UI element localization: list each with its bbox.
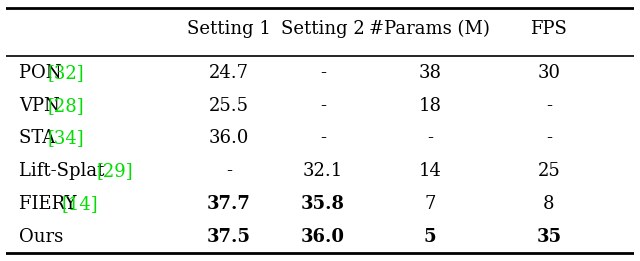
Text: -: -	[320, 129, 326, 147]
Text: 24.7: 24.7	[209, 64, 249, 82]
Text: STA: STA	[19, 129, 61, 147]
Text: 36.0: 36.0	[301, 228, 345, 246]
Text: Setting 2: Setting 2	[281, 20, 365, 38]
Text: [32]: [32]	[47, 64, 84, 82]
Text: 32.1: 32.1	[303, 162, 343, 180]
Text: 35: 35	[536, 228, 561, 246]
Text: FIERY: FIERY	[19, 195, 82, 213]
Text: 8: 8	[543, 195, 555, 213]
Text: VPN: VPN	[19, 97, 65, 115]
Text: #Params (M): #Params (M)	[369, 20, 490, 38]
Text: FPS: FPS	[531, 20, 568, 38]
Text: [29]: [29]	[96, 162, 133, 180]
Text: 30: 30	[538, 64, 561, 82]
Text: 5: 5	[424, 228, 436, 246]
Text: 37.5: 37.5	[207, 228, 251, 246]
Text: Setting 1: Setting 1	[187, 20, 271, 38]
Text: -: -	[320, 64, 326, 82]
Text: -: -	[320, 97, 326, 115]
Text: 37.7: 37.7	[207, 195, 251, 213]
Text: 25: 25	[538, 162, 560, 180]
Text: 38: 38	[419, 64, 441, 82]
Text: 36.0: 36.0	[209, 129, 249, 147]
Text: 18: 18	[419, 97, 441, 115]
Text: -: -	[546, 129, 552, 147]
Text: -: -	[226, 162, 232, 180]
Text: -: -	[546, 97, 552, 115]
Text: [14]: [14]	[61, 195, 98, 213]
Text: 35.8: 35.8	[301, 195, 345, 213]
Text: PON: PON	[19, 64, 67, 82]
Text: [28]: [28]	[47, 97, 84, 115]
Text: 25.5: 25.5	[209, 97, 249, 115]
Text: 14: 14	[419, 162, 441, 180]
Text: Lift-Splat: Lift-Splat	[19, 162, 110, 180]
Text: -: -	[427, 129, 433, 147]
Text: 7: 7	[424, 195, 435, 213]
Text: Ours: Ours	[19, 228, 63, 246]
Text: [34]: [34]	[47, 129, 84, 147]
